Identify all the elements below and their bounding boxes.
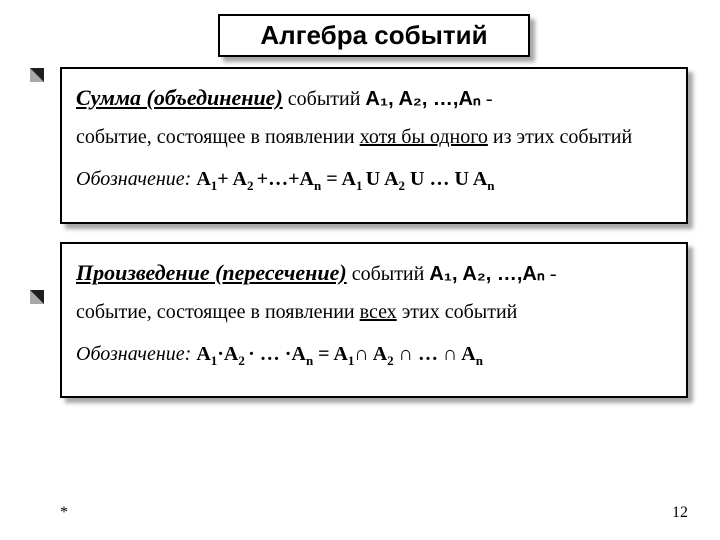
term-union: Сумма (объединение): [76, 85, 283, 110]
union-description: событие, состоящее в появлении хотя бы о…: [76, 122, 672, 152]
dash: -: [545, 263, 557, 285]
desc-pre: событие, состоящее в появлении: [76, 126, 360, 148]
definition-union: Сумма (объединение) событий A₁, A₂, …,Aₙ…: [60, 67, 688, 224]
term-intersection: Произведение (пересечение): [76, 260, 347, 285]
events-list: A₁, A₂, …,Aₙ: [365, 88, 481, 110]
bullet-icon: [28, 66, 46, 84]
notation-label: Обозначение:: [76, 168, 196, 190]
of-events-text: событий: [347, 263, 430, 285]
events-list: A₁, A₂, …,Aₙ: [429, 263, 545, 285]
of-events-text: событий: [283, 88, 366, 110]
desc-post: из этих событий: [488, 126, 632, 148]
desc-post: этих событий: [397, 301, 518, 323]
formula-intersection: A1·A2 · … ·An = A1∩ A2 ∩ … ∩ An: [196, 343, 483, 365]
slide: Алгебра событий Сумма (объединение) собы…: [0, 0, 720, 540]
footer-left: *: [60, 504, 68, 522]
notation-intersection: Обозначение: A1·A2 · … ·An = A1∩ A2 ∩ … …: [76, 339, 672, 371]
intersection-description: событие, состоящее в появлении всех этих…: [76, 297, 672, 327]
title-box: Алгебра событий: [218, 14, 529, 57]
desc-underline: всех: [360, 301, 397, 323]
desc-pre: событие, состоящее в появлении: [76, 301, 360, 323]
footer: * 12: [60, 504, 688, 522]
formula-union: A1+ A2 +…+An = A1 U A2 U … U An: [196, 168, 494, 190]
page-title: Алгебра событий: [260, 20, 487, 50]
dash: -: [481, 88, 493, 110]
notation-union: Обозначение: A1+ A2 +…+An = A1 U A2 U … …: [76, 164, 672, 196]
bullet-icon: [28, 288, 46, 306]
desc-underline: хотя бы одного: [360, 126, 488, 148]
notation-label: Обозначение:: [76, 343, 196, 365]
footer-page-number: 12: [672, 504, 688, 522]
definition-intersection: Произведение (пересечение) событий A₁, A…: [60, 242, 688, 399]
